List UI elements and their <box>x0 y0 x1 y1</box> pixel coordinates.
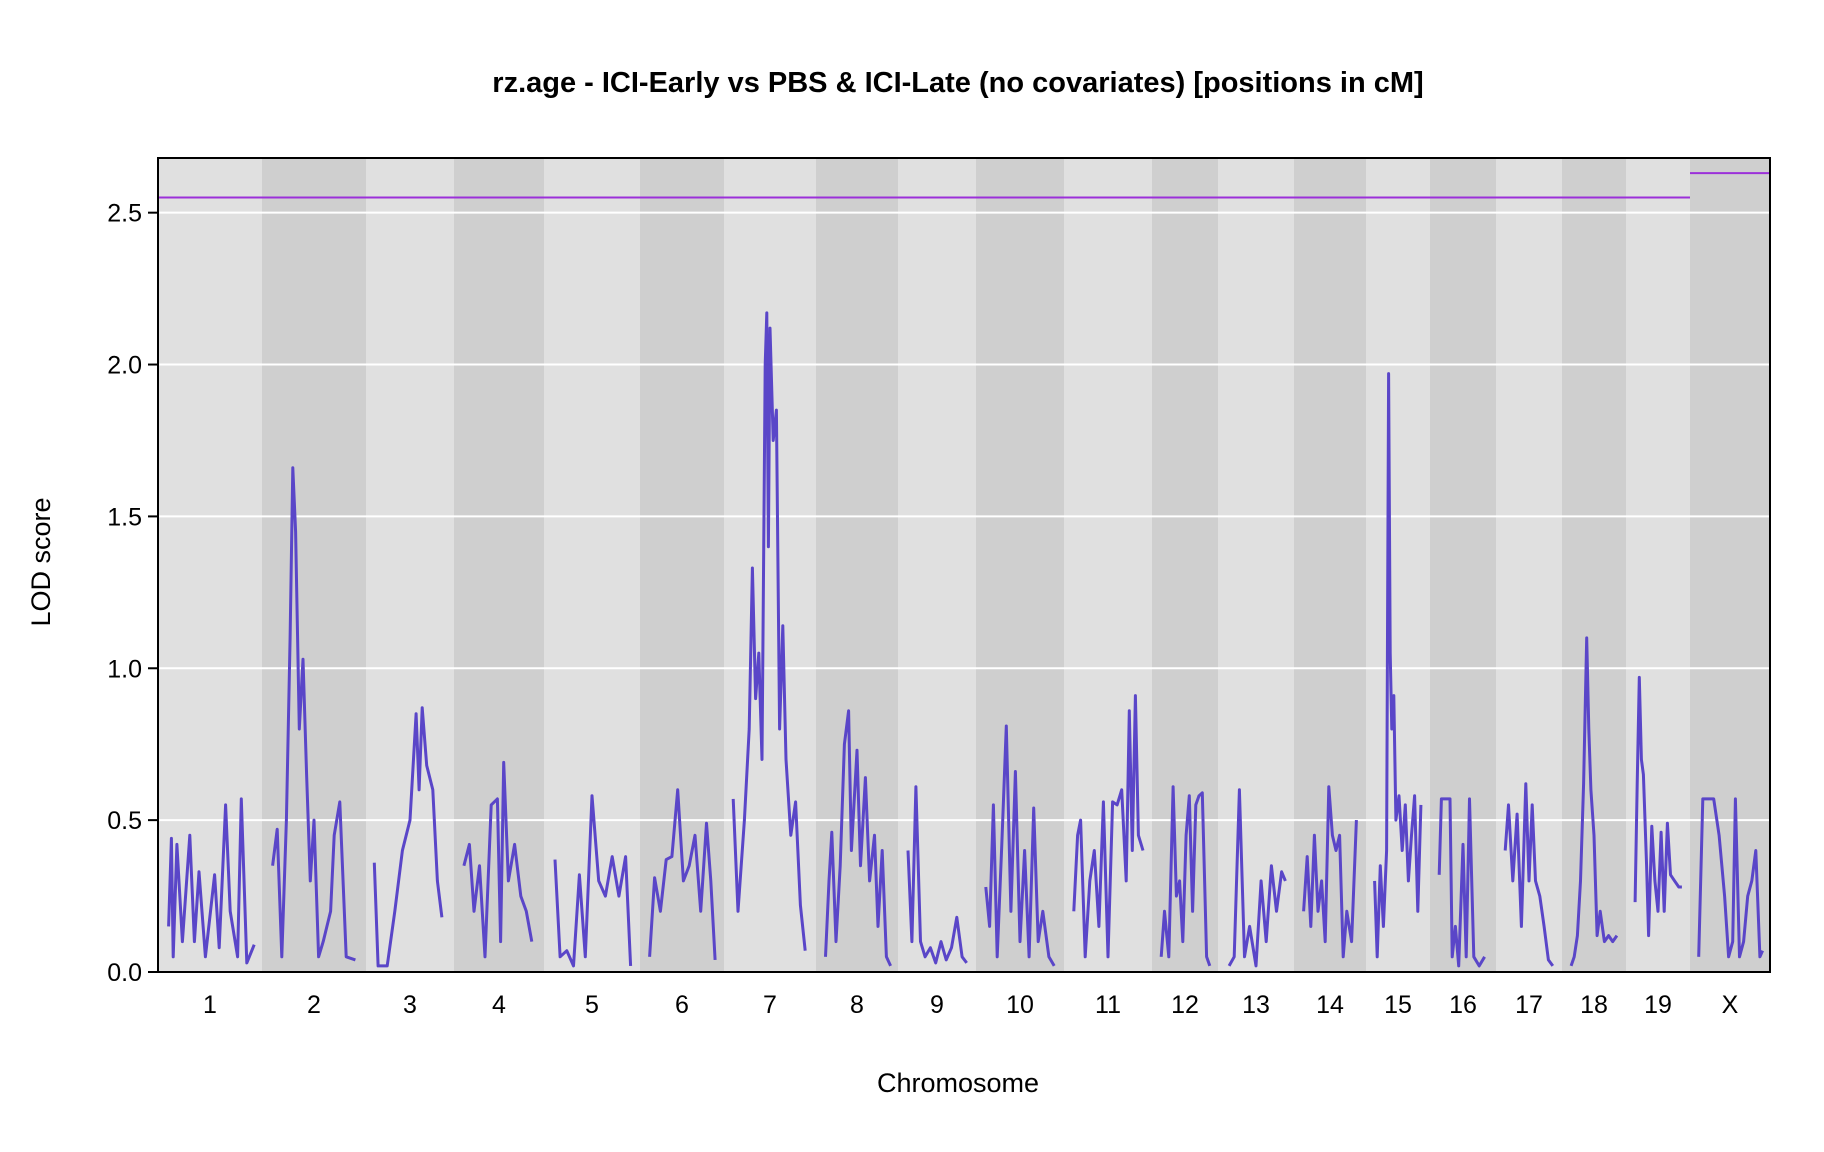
x-tick-label-16: 16 <box>1449 991 1477 1019</box>
band-chr-14 <box>1294 158 1366 972</box>
x-tick-label-13: 13 <box>1242 991 1270 1019</box>
lod-line-chr-4 <box>462 760 534 959</box>
y-tick-label-0.5: 0.5 <box>107 807 142 835</box>
lod-line-chr-10 <box>984 724 1056 967</box>
band-chr-X <box>1690 158 1770 972</box>
band-chr-13 <box>1218 158 1294 972</box>
y-tick-label-1.0: 1.0 <box>107 655 142 683</box>
x-tick-label-10: 10 <box>1006 991 1034 1019</box>
x-tick-label-4: 4 <box>492 991 506 1019</box>
y-tick-label-2.5: 2.5 <box>107 200 142 228</box>
x-tick-label-5: 5 <box>585 991 599 1019</box>
x-tick-label-X: X <box>1722 991 1739 1019</box>
x-tick-label-6: 6 <box>675 991 689 1019</box>
x-tick-label-18: 18 <box>1580 991 1608 1019</box>
band-chr-10 <box>976 158 1064 972</box>
x-tick-label-1: 1 <box>203 991 217 1019</box>
x-tick-label-14: 14 <box>1316 991 1344 1019</box>
y-tick-label-2.0: 2.0 <box>107 352 142 380</box>
band-chr-3 <box>366 158 454 972</box>
x-tick-label-3: 3 <box>403 991 417 1019</box>
chart-title: rz.age - ICI-Early vs PBS & ICI-Late (no… <box>492 67 1423 99</box>
x-tick-label-8: 8 <box>850 991 864 1019</box>
y-axis-ticks: 0.0 0.5 1.0 1.5 2.0 2.5 <box>107 200 158 987</box>
chromosome-bands <box>158 158 1770 972</box>
lod-series <box>167 311 1764 968</box>
y-tick-label-0.0: 0.0 <box>107 959 142 987</box>
y-tick-label-1.5: 1.5 <box>107 503 142 531</box>
lod-line-chr-1 <box>167 797 256 965</box>
lod-line-chr-18 <box>1569 636 1619 967</box>
gridlines <box>158 211 1770 822</box>
lod-line-chr-15 <box>1373 372 1423 959</box>
lod-line-chr-X <box>1697 797 1764 959</box>
band-chr-1 <box>158 158 262 972</box>
x-tick-label-7: 7 <box>763 991 777 1019</box>
lod-line-chr-2 <box>271 466 356 962</box>
lod-line-chr-8 <box>824 709 892 967</box>
lod-line-chr-6 <box>648 788 717 960</box>
x-tick-label-2: 2 <box>307 991 321 1019</box>
x-axis-label: Chromosome <box>877 1068 1039 1098</box>
x-tick-label-9: 9 <box>930 991 944 1019</box>
lod-line-chr-5 <box>553 794 633 968</box>
x-tick-label-11: 11 <box>1095 991 1121 1019</box>
x-axis-ticks: 1 2 3 4 5 6 7 8 9 10 11 12 13 14 15 16 17 18 19 X <box>203 991 1739 1019</box>
band-chr-5 <box>544 158 640 972</box>
x-tick-label-15: 15 <box>1384 991 1412 1019</box>
band-chr-9 <box>898 158 976 972</box>
lod-line-chr-13 <box>1227 788 1287 968</box>
lod-line-chr-19 <box>1633 675 1682 938</box>
y-axis-label: LOD score <box>26 497 56 626</box>
x-tick-label-17: 17 <box>1515 991 1543 1019</box>
band-chr-7 <box>724 158 816 972</box>
x-tick-label-19: 19 <box>1644 991 1672 1019</box>
lod-line-chr-9 <box>906 785 968 965</box>
threshold-lines <box>158 172 1770 199</box>
lod-line-chr-3 <box>372 706 444 968</box>
lod-line-chr-7 <box>731 311 807 951</box>
band-chr-8 <box>816 158 898 972</box>
lod-line-chr-17 <box>1503 782 1555 967</box>
x-tick-label-12: 12 <box>1171 991 1199 1019</box>
lod-line-chr-12 <box>1159 785 1212 967</box>
lod-line-chr-11 <box>1072 694 1145 959</box>
lod-line-chr-16 <box>1437 797 1486 968</box>
plot-frame <box>157 157 1771 973</box>
lod-line-chr-14 <box>1302 785 1358 959</box>
